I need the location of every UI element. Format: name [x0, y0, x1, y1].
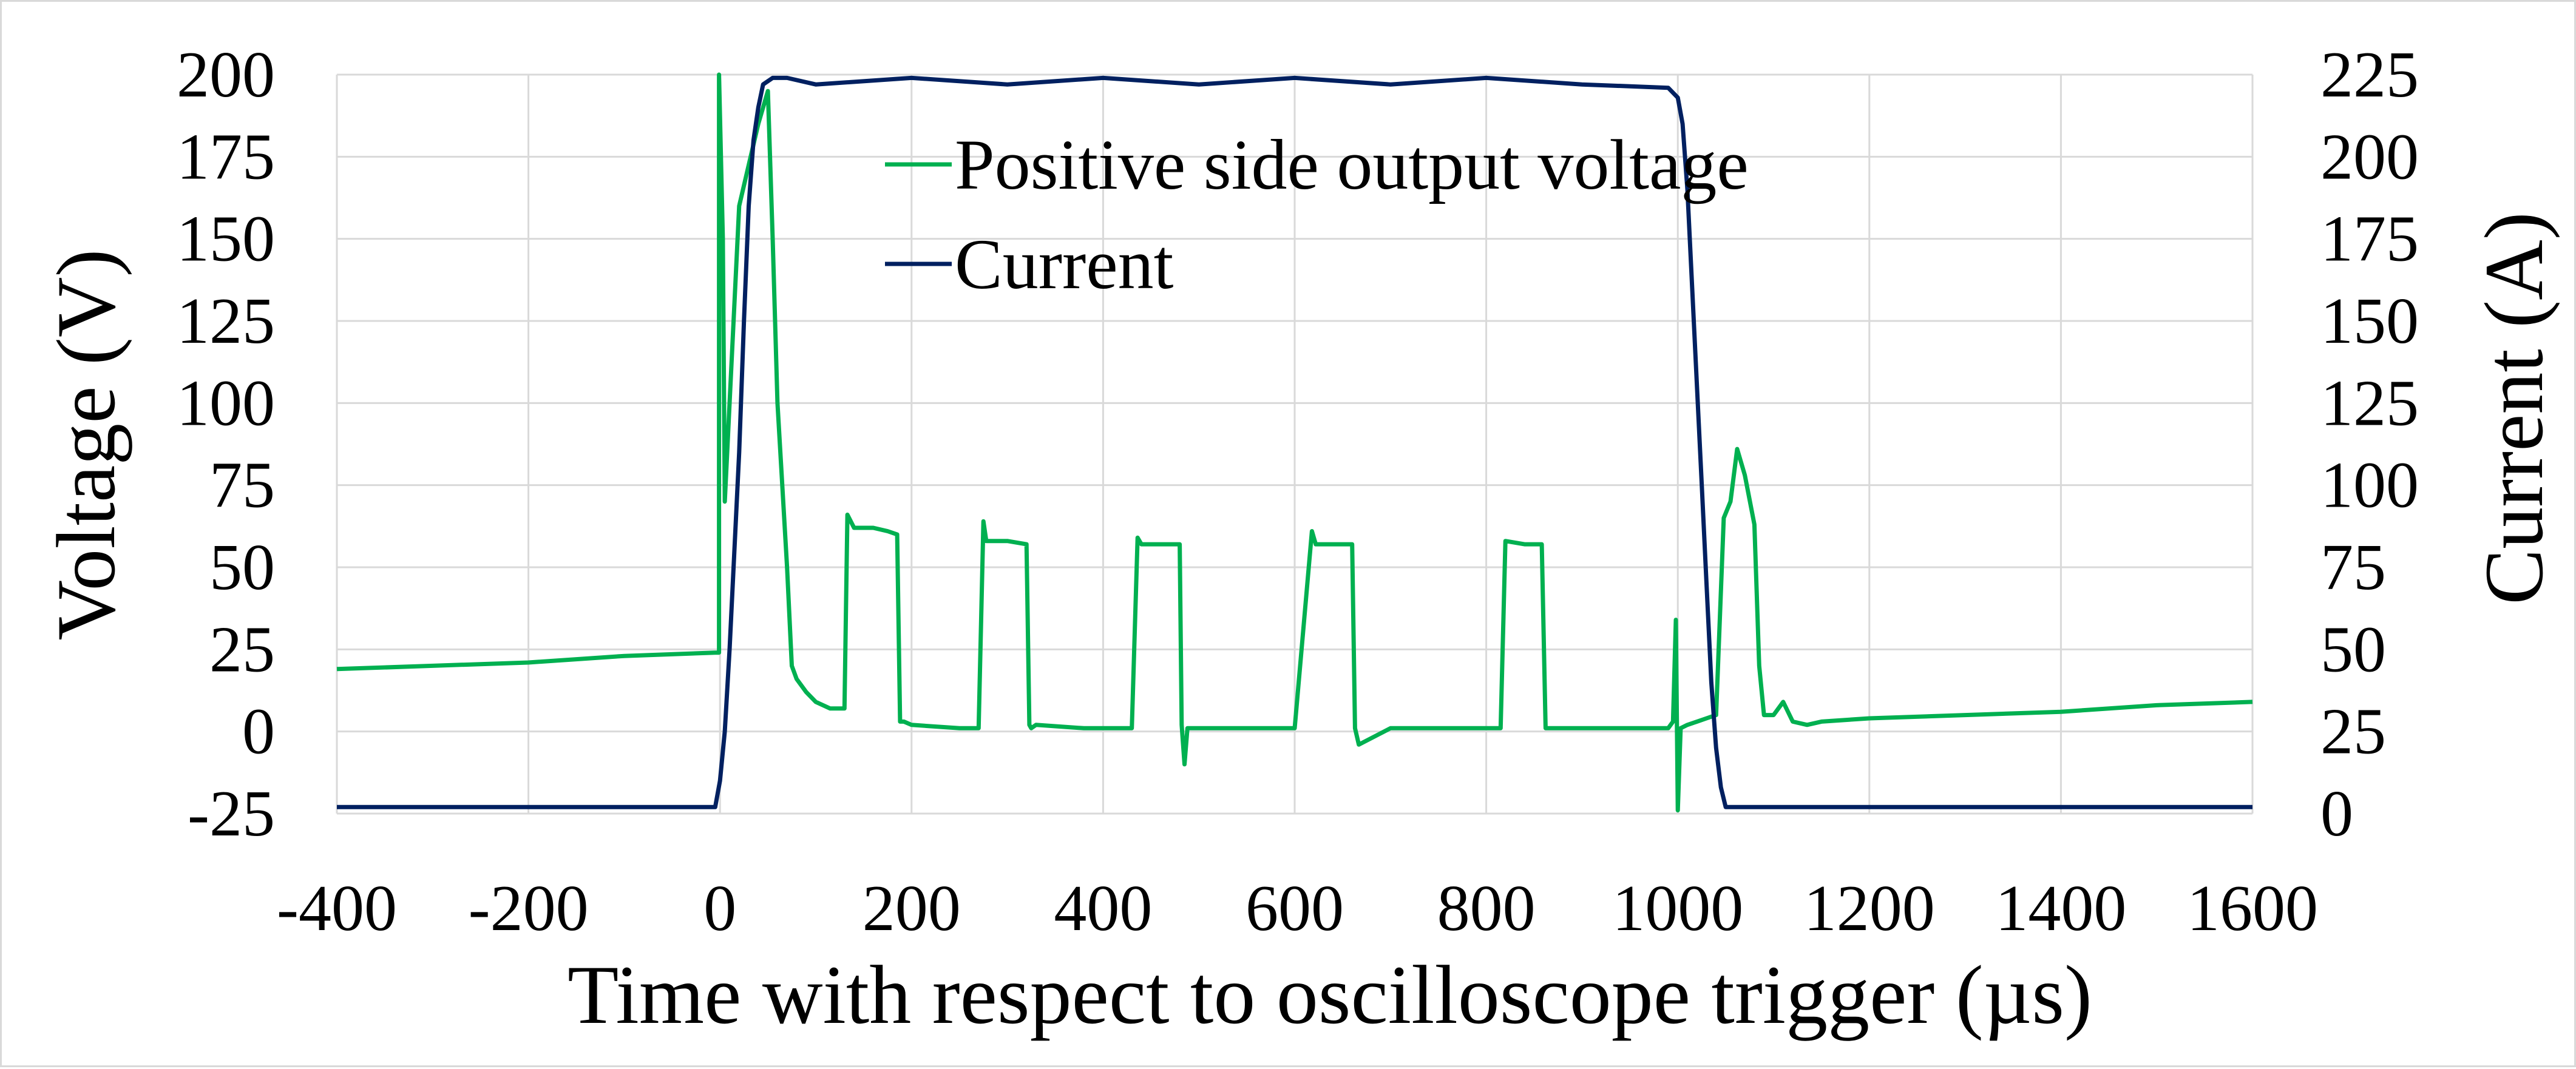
x-tick-label: -200 — [469, 872, 589, 945]
y-left-tick-label: 200 — [177, 39, 275, 111]
y-right-tick-label: 0 — [2320, 778, 2353, 850]
x-tick-label: 800 — [1437, 872, 1536, 945]
legend-label: Positive side output voltage — [955, 125, 1749, 204]
legend: Positive side output voltage Current — [885, 125, 1749, 304]
y-right-tick-label: 200 — [2320, 121, 2419, 193]
x-tick-label: -400 — [277, 872, 397, 945]
y-left-tick-label: 25 — [209, 613, 275, 686]
y-right-tick-label: 50 — [2320, 613, 2386, 686]
x-tick-label: 1400 — [1995, 872, 2126, 945]
y-left-tick-label: 100 — [177, 367, 275, 439]
y-right-tick-label: 125 — [2320, 367, 2419, 439]
y-axis-left-title: Voltage (V) — [39, 249, 132, 640]
x-tick-label: 1200 — [1804, 872, 1935, 945]
y-right-tick-label: 175 — [2320, 203, 2419, 275]
y-right-tick-label: 150 — [2320, 285, 2419, 357]
y-left-tick-label: -25 — [188, 778, 275, 850]
y-left-tick-label: 0 — [242, 696, 275, 768]
x-tick-label: 1600 — [2187, 872, 2318, 945]
y-right-tick-label: 75 — [2320, 531, 2386, 604]
series-layer — [336, 72, 2253, 813]
legend-label: Current — [955, 224, 1174, 304]
x-tick-label: 0 — [703, 872, 736, 945]
tick-labels: -400 -200 0 200 400 600 800 1000 1200 1400 1600-25… — [177, 39, 2419, 945]
y-left-tick-label: 150 — [177, 203, 275, 275]
x-tick-label: 600 — [1246, 872, 1344, 945]
x-tick-label: 200 — [863, 872, 961, 945]
y-left-tick-label: 175 — [177, 121, 275, 193]
x-axis-title: Time with respect to oscilloscope trigge… — [568, 948, 2092, 1041]
y-right-tick-label: 100 — [2320, 450, 2419, 522]
x-tick-label: 400 — [1054, 872, 1152, 945]
y-axis-right-title: Current (A) — [2467, 212, 2560, 605]
x-tick-label: 1000 — [1612, 872, 1743, 945]
y-left-tick-label: 125 — [177, 285, 275, 357]
y-right-tick-label: 25 — [2320, 696, 2386, 768]
y-right-tick-label: 225 — [2320, 39, 2419, 111]
grid — [336, 73, 2254, 815]
y-left-tick-label: 50 — [209, 531, 275, 604]
series-line-voltage — [336, 72, 2253, 813]
series-line-current — [337, 75, 2252, 809]
y-left-tick-label: 75 — [209, 450, 275, 522]
